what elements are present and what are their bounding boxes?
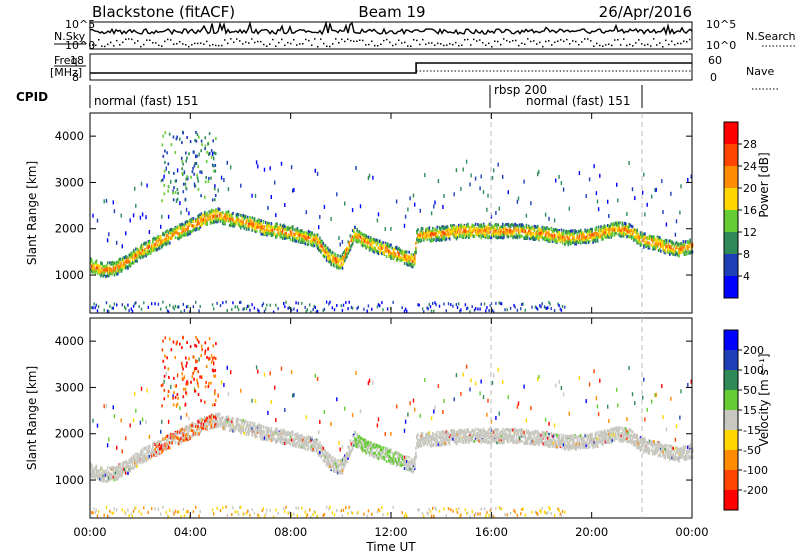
nsky-label: N.Sky — [54, 30, 86, 43]
powerBar-tick-0: 4 — [743, 270, 750, 283]
velocity-ylabel: Slant Range [km] — [25, 366, 39, 470]
velYTicks-label-0: 1000 — [55, 473, 84, 487]
powerBar-tick-2: 12 — [743, 226, 757, 239]
counts-panel: N.Sky 10^5 10^0 10^5 10^0 N.Search — [54, 18, 796, 52]
powerBar-swatch-5 — [724, 166, 738, 188]
nave-tick-bottom: 0 — [710, 71, 717, 84]
velocity-colorbar-swatch-1 — [724, 350, 738, 370]
frequency-trace — [90, 62, 692, 74]
powerBar-tick-3: 16 — [743, 204, 757, 217]
time-tick-label-1: 04:00 — [174, 525, 207, 539]
time-tick-label-3: 12:00 — [374, 525, 407, 539]
velocity-colorbar-swatch-3 — [724, 390, 738, 410]
powerYTicks-label-1: 2000 — [55, 222, 84, 236]
time-tick-label-4: 16:00 — [475, 525, 508, 539]
velocity-colorbar-tick-6: -100 — [743, 464, 768, 477]
velocity-panel: 1000 2000 3000 4000 Slant Range [km] — [25, 317, 694, 519]
freq-tick-top: 18 — [70, 54, 84, 67]
velocity-colorbar-swatch-0 — [724, 330, 738, 350]
velocity-colorbar-label: Velocity [m s⁻¹] — [757, 353, 771, 446]
date-label: 26/Apr/2016 — [599, 3, 692, 21]
velocity-colorbar-swatch-2 — [724, 370, 738, 390]
velocity-colorbar-swatch-4 — [724, 410, 738, 430]
time-tick-label-0: 00:00 — [73, 525, 106, 539]
velocity-colorbar: 200 100 50 15 -15 -50 -100 -200 — [723, 329, 768, 511]
velYTicks-label-1: 2000 — [55, 427, 84, 441]
powerYTicks-label-0: 1000 — [55, 268, 84, 282]
velocity-colorbar-swatch-5 — [724, 430, 738, 450]
power-pixels — [90, 130, 694, 314]
powerBar-swatch-4 — [724, 188, 738, 210]
powerBar-swatch-0 — [724, 276, 738, 298]
counts-tick-top-left: 10^5 — [65, 18, 95, 31]
frequency-panel: Freq. [MHz] 18 8 60 0 Nave — [50, 53, 780, 90]
powerBar-swatch-6 — [724, 144, 738, 166]
nave-tick-top: 60 — [708, 54, 722, 67]
time-axis-label: Time UT — [365, 540, 416, 554]
cpid-segment-1: normal (fast) 151 — [94, 94, 198, 108]
cpid-segment-3: normal (fast) 151 — [526, 94, 630, 108]
velocity-colorbar-tick-4: -15 — [743, 424, 761, 437]
freq-label: Freq. — [54, 54, 81, 67]
nsearch-label: N.Search — [746, 30, 796, 43]
counts-tick-bottom-left: 10^0 — [65, 39, 95, 52]
powerBar-tick-6: 28 — [743, 138, 757, 151]
power-panel: 1000 2000 3000 4000 Slant Range [km] — [25, 112, 694, 314]
cpid-row: CPID normal (fast) 151 rbsp 200 normal (… — [16, 83, 643, 108]
powerBar-tick-5: 24 — [743, 160, 757, 173]
velocity-colorbar-tick-5: -50 — [743, 444, 761, 457]
nsky-trace — [89, 20, 693, 37]
beam-label: Beam 19 — [358, 3, 425, 21]
counts-tick-bottom-right: 10^0 — [706, 39, 736, 52]
time-tick-label-2: 08:00 — [274, 525, 307, 539]
powerYTicks-label-3: 4000 — [55, 129, 84, 143]
velocity-colorbar-tick-1: 100 — [743, 364, 764, 377]
powerBar-tick-4: 20 — [743, 182, 757, 195]
powerBar-tick-1: 8 — [743, 248, 750, 261]
velocity-colorbar-swatch-6 — [724, 450, 738, 470]
radar-title: Blackstone (fitACF) — [92, 3, 235, 21]
time-tick-label-6: 00:00 — [675, 525, 708, 539]
nsearch-trace — [92, 38, 691, 48]
cpid-segment-2: rbsp 200 — [494, 83, 547, 97]
powerYTicks-label-2: 3000 — [55, 175, 84, 189]
nave-label: Nave — [746, 65, 774, 78]
velYTicks-label-2: 3000 — [55, 380, 84, 394]
velocity-colorbar-tick-0: 200 — [743, 344, 764, 357]
velocity-colorbar-tick-7: -200 — [743, 484, 768, 497]
freq-tick-bottom: 8 — [72, 71, 79, 84]
velocity-colorbar-tick-3: 15 — [743, 404, 757, 417]
velocity-colorbar-tick-2: 50 — [743, 384, 757, 397]
powerBar-swatch-2 — [724, 232, 738, 254]
freq-unit: [MHz] — [50, 66, 82, 79]
power-ylabel: Slant Range [km] — [25, 161, 39, 265]
power-colorbar: 4 8 12 16 20 24 28 — [723, 121, 757, 299]
velocity-pixels — [90, 335, 694, 519]
cpid-label: CPID — [16, 90, 48, 104]
time-tick-label-5: 20:00 — [575, 525, 608, 539]
power-colorbar-label: Power [dB] — [757, 152, 771, 217]
powerBar-swatch-3 — [724, 210, 738, 232]
velocity-colorbar-swatch-7 — [724, 470, 738, 490]
time-axis: 00:00 04:00 08:00 12:00 16:00 20:00 00:00 — [73, 113, 709, 539]
velYTicks-label-3: 4000 — [55, 334, 84, 348]
powerBar-swatch-7 — [724, 122, 738, 144]
powerBar-swatch-1 — [724, 254, 738, 276]
counts-tick-top-right: 10^5 — [706, 18, 736, 31]
velocity-colorbar-swatch-8 — [724, 490, 738, 510]
